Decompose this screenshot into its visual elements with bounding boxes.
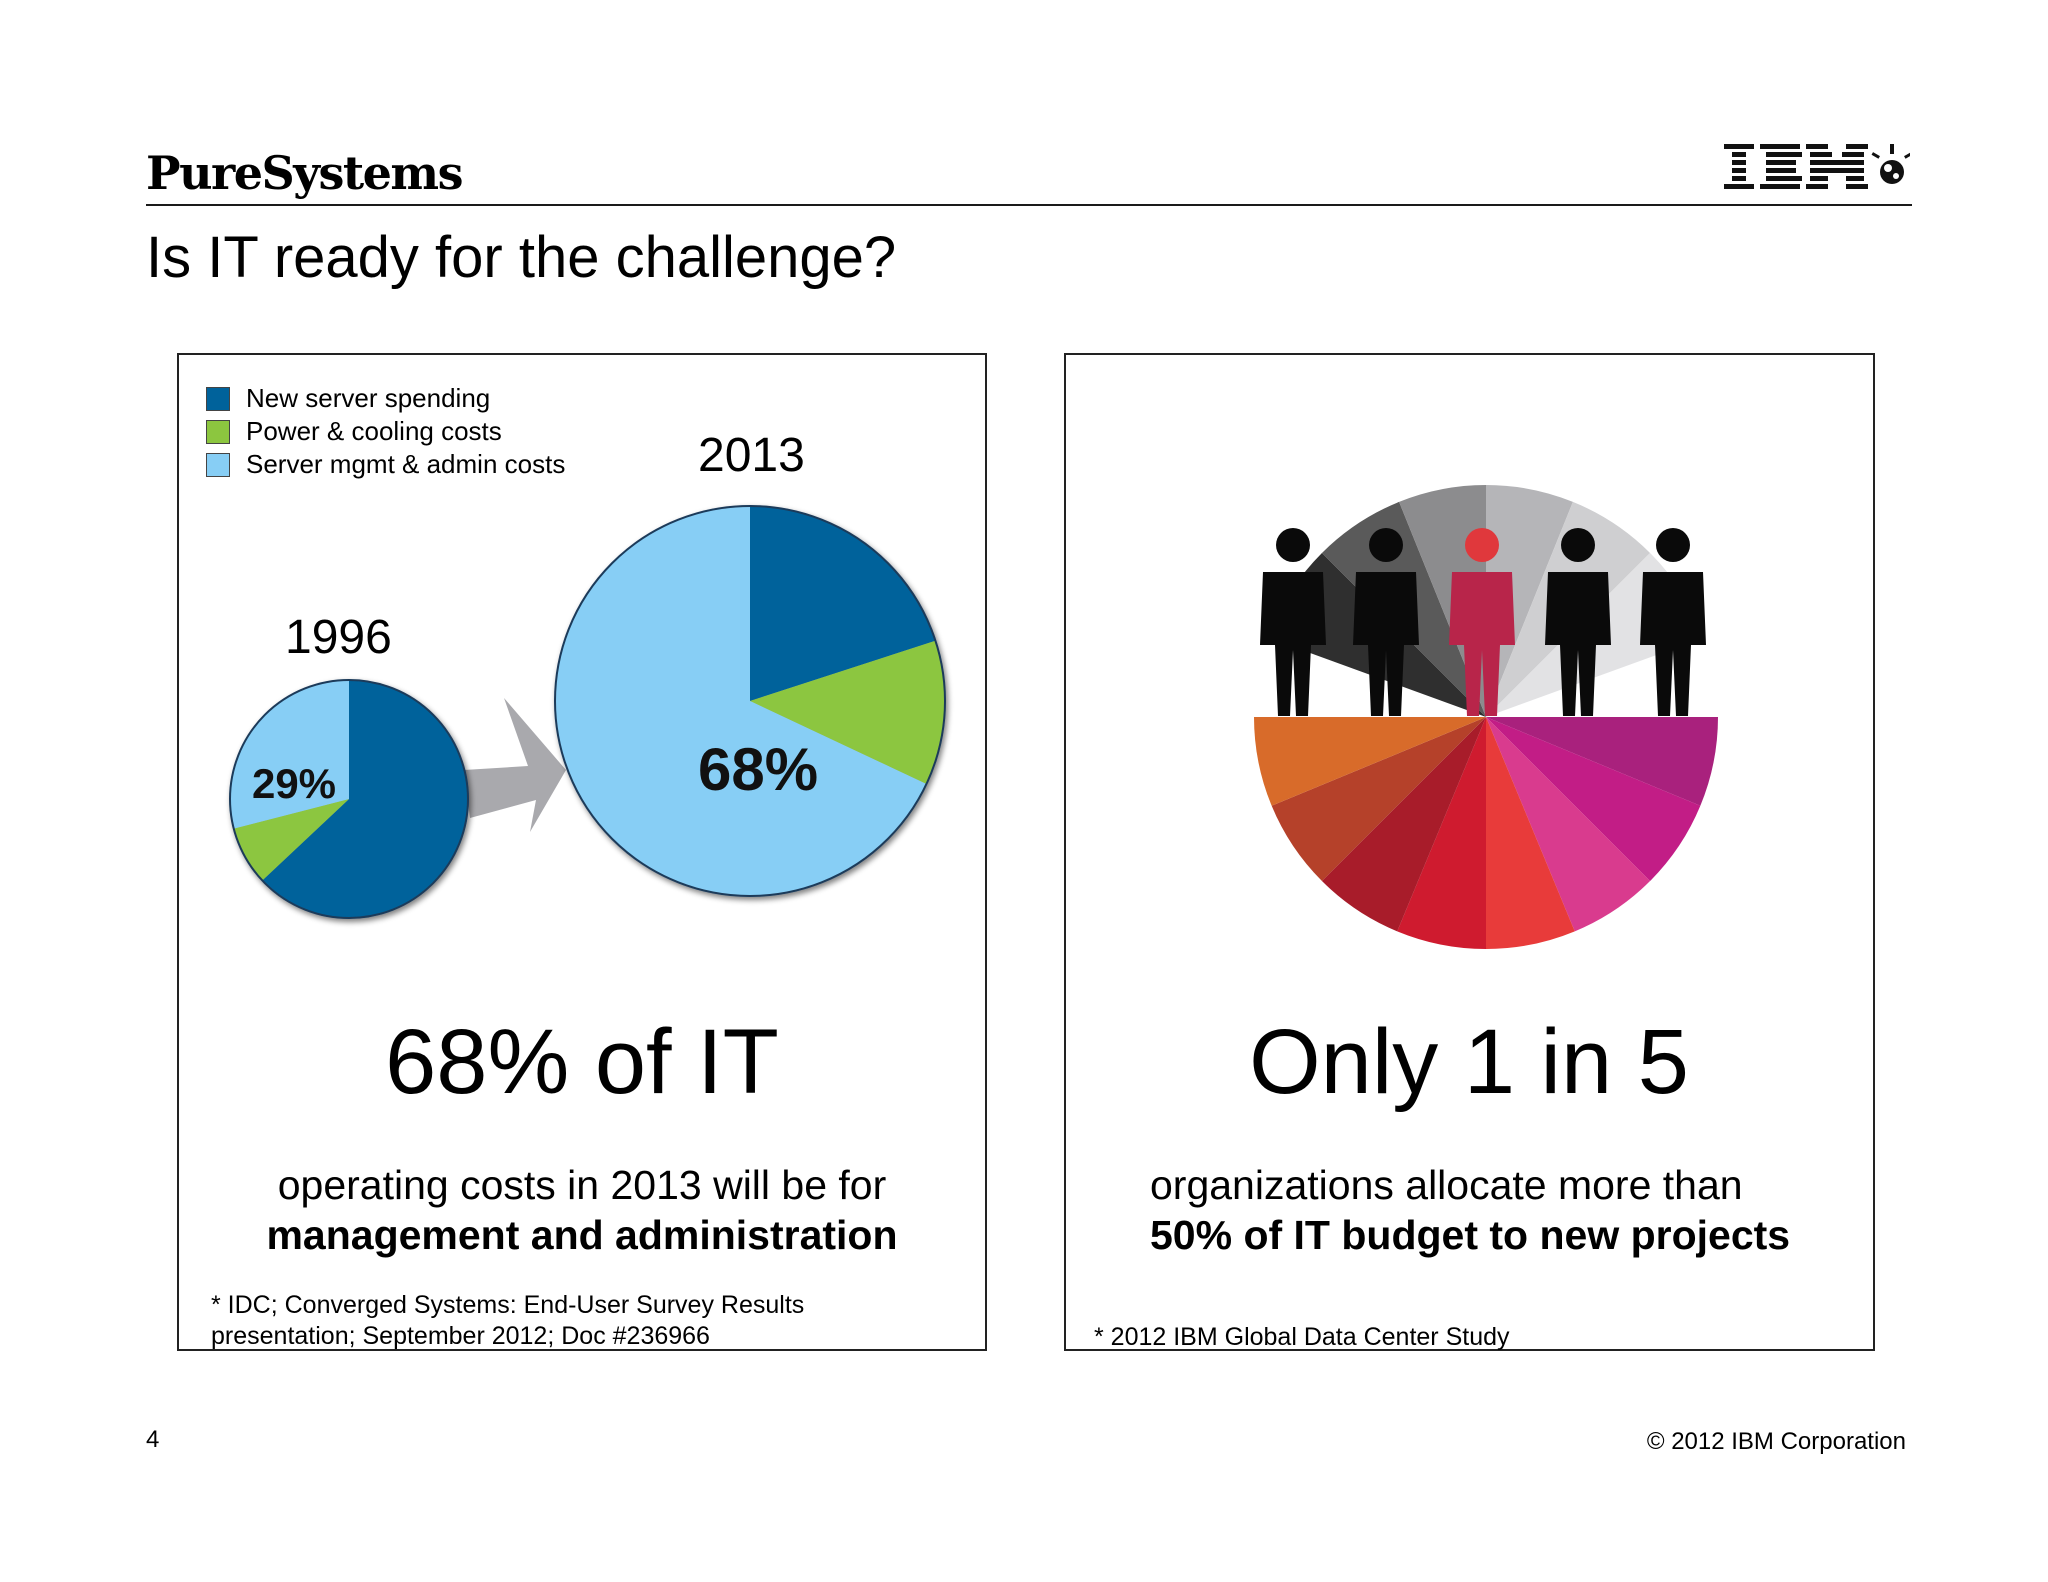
ibm-logo [1724,144,1910,189]
left-footnote-line1: * IDC; Converged Systems: End-User Surve… [211,1291,805,1319]
left-headline: 68% of IT [385,1011,779,1113]
left-footnote-line2: presentation; September 2012; Doc #23696… [211,1322,710,1350]
legend-item-new-server: New server spending [206,382,565,415]
legend-label: Server mgmt & admin costs [246,449,566,479]
person-icon [1640,528,1706,716]
legend-swatch-new-server [206,386,230,411]
brand-title: PureSystems [146,146,463,200]
growth-arrow-icon [464,698,566,832]
left-subtext-line2: management and administration [266,1212,898,1258]
colored-half-pie [1254,717,1718,949]
color-wedge [1397,717,1486,949]
pie-1996 [229,679,469,919]
right-subtext-line2: 50% of IT budget to new projects [1150,1212,1791,1258]
color-wedge [1486,717,1651,932]
header-rule [146,204,1912,206]
right-subtext-line1: organizations allocate more than [1150,1162,1743,1208]
legend-item-server-mgmt: Server mgmt & admin costs [206,448,565,481]
pie-slice-server-mgmt-admin-costs [229,680,349,829]
color-wedge [1254,717,1486,806]
page-title: Is IT ready for the challenge? [146,225,897,290]
highlighted-person-icon [1449,528,1515,716]
pie-slice-server-mgmt-admin-costs [555,506,927,896]
right-headline: Only 1 in 5 [1249,1011,1689,1113]
left-subtext: operating costs in 2013 will be for mana… [182,1160,982,1260]
pie-2013 [554,505,946,897]
legend-item-power-cooling: Power & cooling costs [206,415,565,448]
pie-2013-data-label: 68% [698,736,818,803]
legend-label: Power & cooling costs [246,416,502,446]
pie-slice-new-server-spending [750,506,936,701]
person-icon [1353,528,1419,716]
left-footnote: * IDC; Converged Systems: End-User Surve… [211,1290,804,1352]
left-subtext-line1: operating costs in 2013 will be for [277,1162,887,1208]
right-subtext: organizations allocate more than 50% of … [1150,1160,1870,1260]
legend-swatch-server-mgmt [206,452,230,477]
pie-slice-power-cooling-costs [233,799,349,881]
pie-1996-title: 1996 [285,611,392,664]
pie-1996-data-label: 29% [252,760,336,807]
legend-swatch-power-cooling [206,419,230,444]
color-wedge [1271,717,1486,882]
pie-2013-title: 2013 [698,429,805,482]
people-figures [1260,528,1706,716]
color-wedge [1486,717,1575,949]
legend-label: New server spending [246,383,491,413]
color-wedge [1321,717,1486,932]
person-icon [1545,528,1611,716]
chart-legend: New server spending Power & cooling cost… [206,382,565,481]
right-footnote: * 2012 IBM Global Data Center Study [1094,1323,1510,1351]
copyright: © 2012 IBM Corporation [1646,1428,1906,1455]
pie-rim [554,505,946,897]
person-icon [1260,528,1326,716]
page-number: 4 [146,1426,160,1453]
ray-wedge [1399,485,1486,717]
color-wedge [1486,717,1718,806]
pie-slice-new-server-spending [262,680,468,918]
ray-wedge [1486,485,1573,717]
color-wedge [1486,717,1701,882]
pie-slice-power-cooling-costs [750,640,945,785]
pie-rim [229,679,469,919]
